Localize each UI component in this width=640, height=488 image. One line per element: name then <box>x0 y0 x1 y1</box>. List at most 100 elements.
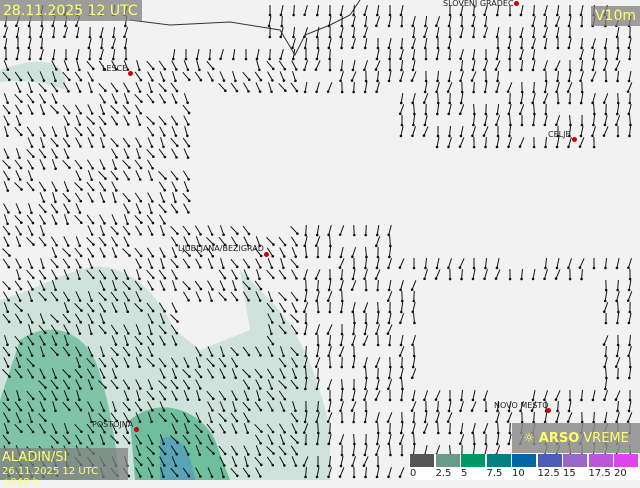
wind-arrow <box>353 335 356 345</box>
wind-arrow-head <box>151 134 154 137</box>
wind-arrow-head <box>272 431 275 434</box>
wind-arrow <box>462 16 463 26</box>
wind-arrow-head <box>79 332 82 335</box>
wind-arrow <box>413 302 415 312</box>
wind-arrow <box>124 93 127 102</box>
wind-arrow-head <box>544 25 547 28</box>
wind-arrow <box>341 5 343 15</box>
wind-arrow <box>210 49 211 59</box>
wind-arrow <box>533 16 536 26</box>
wind-arrow-head <box>185 58 188 61</box>
wind-arrow-head <box>163 79 166 82</box>
wind-arrow <box>135 215 142 222</box>
wind-arrow-head <box>4 47 7 50</box>
wind-arrow-head <box>102 233 105 236</box>
wind-arrow-head <box>296 232 299 235</box>
wind-arrow-head <box>66 310 69 313</box>
wind-arrow-head <box>412 69 415 72</box>
wind-arrow-head <box>222 233 225 236</box>
wind-arrow-head <box>40 25 43 28</box>
wind-arrow-head <box>533 113 536 116</box>
wind-arrow <box>256 82 260 91</box>
wind-arrow-head <box>78 123 81 126</box>
wind-arrow-head <box>555 91 558 94</box>
wind-arrow-head <box>65 58 68 61</box>
wind-arrow <box>330 236 331 246</box>
wind-arrow-head <box>400 102 403 105</box>
wind-arrow-head <box>507 443 510 446</box>
wind-arrow <box>521 60 522 70</box>
wind-arrow <box>243 226 249 234</box>
wind-arrow <box>16 115 20 124</box>
wind-arrow-head <box>103 310 106 313</box>
wind-arrow <box>450 93 451 103</box>
wind-arrow <box>28 281 33 290</box>
wind-arrow <box>281 49 284 59</box>
wind-arrow <box>88 72 93 81</box>
wind-arrow <box>172 303 176 312</box>
wind-arrow-head <box>163 222 166 225</box>
wind-arrow <box>64 116 69 125</box>
wind-arrow-head <box>6 101 9 104</box>
wind-arrow <box>51 204 57 212</box>
wind-arrow <box>341 27 343 37</box>
wind-arrow-head <box>91 112 94 115</box>
wind-arrow <box>544 390 547 400</box>
wind-arrow-head <box>123 35 126 38</box>
wind-arrow-head <box>496 14 499 17</box>
wind-arrow <box>231 226 238 233</box>
wind-arrow-head <box>174 255 177 258</box>
wind-arrow-head <box>44 298 47 301</box>
wind-arrow-head <box>115 244 118 247</box>
wind-arrow <box>604 126 608 135</box>
wind-arrow-head <box>80 221 83 224</box>
wind-arrow-head <box>591 79 594 82</box>
wind-arrow-head <box>90 387 93 390</box>
wind-arrow <box>353 390 355 400</box>
wind-arrow-head <box>247 90 250 93</box>
wind-arrow-head <box>376 58 379 61</box>
wind-arrow-head <box>103 167 106 170</box>
wind-arrow <box>533 60 535 70</box>
wind-arrow <box>305 269 308 279</box>
wind-arrow-head <box>272 452 275 455</box>
wind-arrow <box>64 204 69 213</box>
wind-arrow <box>533 49 534 59</box>
wind-arrow-head <box>246 431 249 434</box>
wind-arrow-head <box>389 14 392 17</box>
wind-arrow-head <box>351 255 354 258</box>
wind-arrow-head <box>388 344 391 347</box>
wind-arrow-head <box>364 25 367 28</box>
wind-arrow <box>197 60 200 70</box>
wind-arrow-head <box>400 432 403 435</box>
arso-logo: ☼ ARSO VREME <box>512 423 640 453</box>
wind-arrow-head <box>30 299 33 302</box>
wind-arrow <box>401 49 404 59</box>
wind-arrow <box>184 93 187 102</box>
wind-arrow-head <box>459 145 462 148</box>
wind-arrow <box>509 137 512 147</box>
wind-arrow <box>123 193 129 201</box>
wind-arrow <box>75 72 81 80</box>
wind-arrow-head <box>176 90 179 93</box>
wind-arrow <box>123 171 128 179</box>
wind-arrow-head <box>115 156 118 159</box>
wind-arrow-head <box>127 398 130 401</box>
wind-arrow <box>99 182 104 190</box>
wind-arrow <box>389 16 391 26</box>
wind-arrow <box>413 93 416 103</box>
wind-arrow-head <box>175 134 178 137</box>
wind-arrow-head <box>103 376 106 379</box>
wind-arrow-head <box>162 321 165 324</box>
wind-arrow-head <box>399 377 402 380</box>
wind-arrow <box>449 126 450 136</box>
wind-arrow <box>63 259 69 267</box>
wind-arrow-head <box>92 222 95 225</box>
wind-arrow <box>16 203 20 212</box>
wind-arrow-head <box>447 90 450 93</box>
wind-arrow <box>618 280 619 290</box>
wind-arrow-head <box>163 200 166 203</box>
wind-arrow-head <box>279 36 282 39</box>
wind-arrow-head <box>258 69 261 72</box>
wind-arrow-head <box>376 289 379 292</box>
